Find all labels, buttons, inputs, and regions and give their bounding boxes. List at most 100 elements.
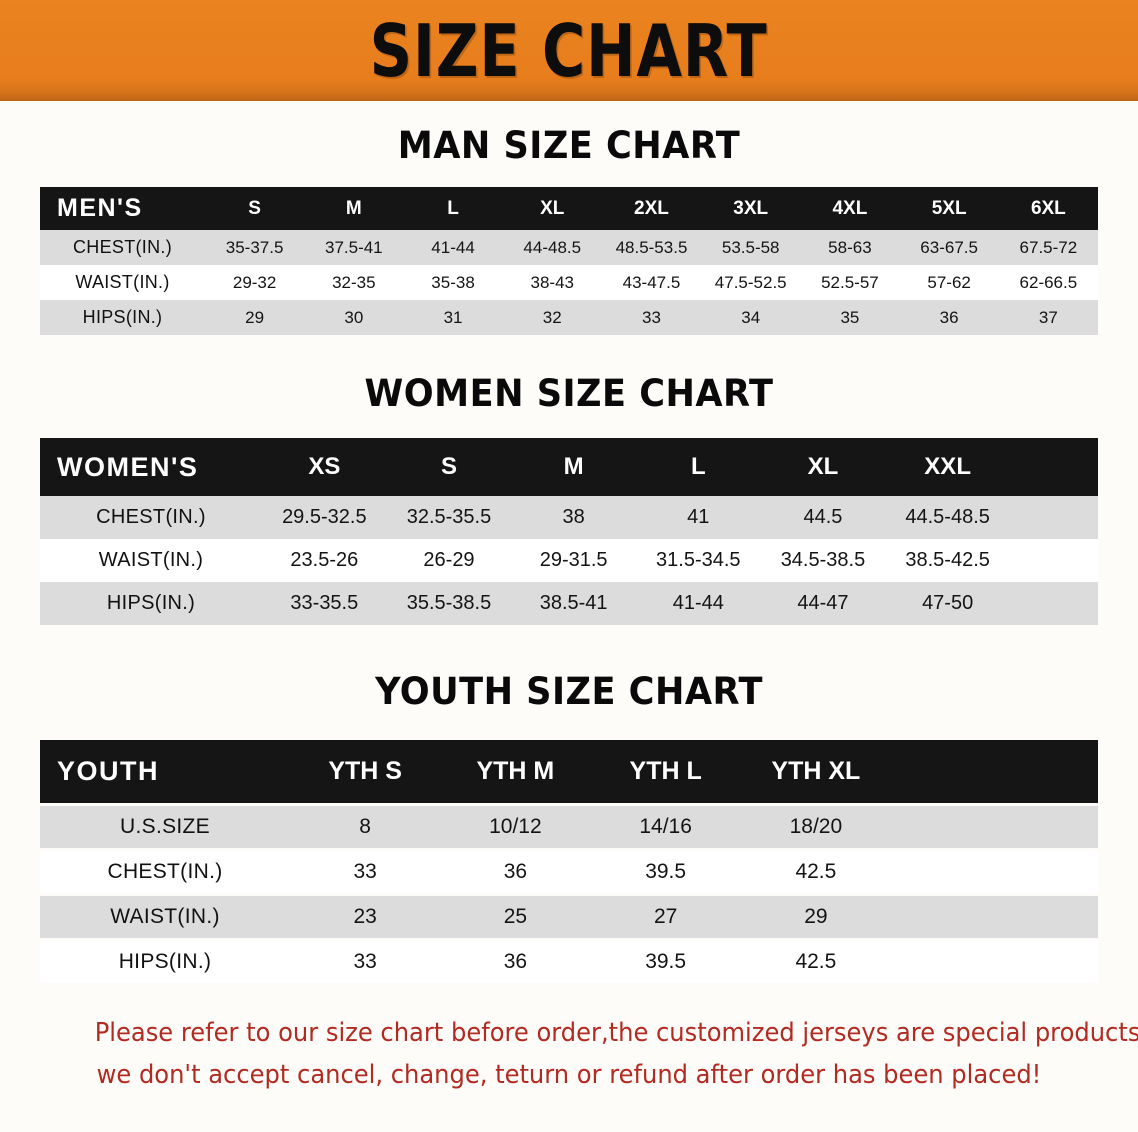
- women-cell: 32.5-35.5: [406, 506, 492, 528]
- table-row: HIPS(IN.) 33-35.5 35.5-38.5 38.5-41 41-4…: [40, 582, 1098, 625]
- man-cell: 29: [245, 307, 265, 327]
- man-col-header: L: [447, 197, 459, 219]
- youth-cell: 18/20: [789, 815, 843, 838]
- man-cell: 34: [741, 307, 761, 327]
- youth-cell: 23: [353, 905, 377, 928]
- women-cell: 38.5-41: [539, 592, 608, 614]
- man-cell: 32-35: [332, 272, 376, 292]
- man-cell: 48.5-53.5: [615, 237, 688, 257]
- women-cell: 31.5-34.5: [656, 549, 741, 571]
- women-size-table: WOMEN'S XS S M L XL XXL CHEST(IN.) 29.5-…: [40, 438, 1098, 625]
- man-cell: 38-43: [530, 272, 574, 292]
- women-cell: 33-35.5: [290, 592, 359, 614]
- man-cell: 36: [939, 307, 959, 327]
- women-row-label: WAIST(IN.): [98, 549, 204, 571]
- youth-cell: 39.5: [645, 860, 687, 883]
- man-corner-label: MEN'S: [57, 194, 143, 222]
- man-table-wrap: MEN'S S M L XL 2XL 3XL 4XL 5XL 6XL CHEST…: [0, 187, 1138, 335]
- women-table-wrap: WOMEN'S XS S M L XL XXL CHEST(IN.) 29.5-…: [0, 438, 1138, 625]
- youth-cell: 39.5: [645, 950, 687, 973]
- youth-cell: 33: [353, 860, 377, 883]
- table-row: CHEST(IN.) 29.5-32.5 32.5-35.5 38 41 44.…: [40, 496, 1098, 539]
- women-cell: 29-31.5: [539, 549, 608, 571]
- man-cell: 47.5-52.5: [714, 272, 787, 292]
- women-col-header: XL: [807, 453, 839, 480]
- women-cell: 44.5-48.5: [905, 506, 990, 528]
- man-col-header: 3XL: [733, 197, 769, 219]
- women-cell: 38: [562, 506, 585, 528]
- youth-size-table: YOUTH YTH S YTH M YTH L YTH XL U.S.SIZE …: [40, 737, 1098, 986]
- youth-cell-pad: [891, 806, 1098, 848]
- women-table-header-row: WOMEN'S XS S M L XL XXL: [40, 438, 1098, 496]
- women-row-label: CHEST(IN.): [96, 506, 206, 528]
- table-row: CHEST(IN.) 35-37.5 37.5-41 41-44 44-48.5…: [40, 230, 1098, 265]
- table-row: WAIST(IN.) 23 25 27 29: [40, 896, 1098, 938]
- youth-section-title: YOUTH SIZE CHART: [375, 670, 763, 713]
- women-cell: 47-50: [922, 592, 974, 614]
- women-cell: 35.5-38.5: [406, 592, 492, 614]
- youth-cell: 36: [503, 950, 528, 973]
- youth-cell: 14/16: [639, 815, 692, 838]
- man-table-header-row: MEN'S S M L XL 2XL 3XL 4XL 5XL 6XL: [40, 187, 1098, 230]
- youth-cell: 8: [359, 815, 371, 838]
- women-cell-pad: [1010, 496, 1098, 539]
- man-cell: 44-48.5: [523, 237, 582, 257]
- youth-cell: 10/12: [489, 815, 542, 838]
- youth-table-wrap: YOUTH YTH S YTH M YTH L YTH XL U.S.SIZE …: [0, 737, 1138, 986]
- man-cell: 63-67.5: [920, 237, 978, 257]
- youth-cell-pad: [891, 851, 1098, 893]
- women-cell-pad: [1010, 539, 1098, 582]
- youth-cell: 25: [503, 905, 528, 928]
- man-row-label: WAIST(IN.): [75, 272, 170, 292]
- youth-cell: 33: [353, 950, 377, 973]
- page-title: SIZE CHART: [370, 8, 768, 93]
- notice-line-2: we don't accept cancel, change, teturn o…: [96, 1060, 1042, 1091]
- women-cell: 34.5-38.5: [780, 549, 866, 571]
- man-cell: 41-44: [431, 237, 475, 257]
- man-col-header: 6XL: [1030, 197, 1066, 219]
- youth-header-pad: [891, 740, 1098, 803]
- women-row-label: HIPS(IN.): [106, 592, 196, 614]
- women-section-title: WOMEN SIZE CHART: [364, 372, 774, 415]
- man-row-label: CHEST(IN.): [73, 237, 172, 257]
- youth-cell-pad: [891, 941, 1098, 983]
- man-cell: 52.5-57: [821, 272, 879, 292]
- order-policy-notice: Please refer to our size chart before or…: [95, 1012, 1138, 1096]
- man-cell: 57-62: [927, 272, 971, 292]
- youth-cell: 42.5: [795, 860, 837, 883]
- youth-col-header: YTH XL: [771, 757, 861, 785]
- page-banner: SIZE CHART: [0, 0, 1138, 101]
- women-header-pad: [1010, 438, 1098, 496]
- man-cell: 35-38: [431, 272, 475, 292]
- youth-cell: 42.5: [795, 950, 837, 973]
- youth-col-header: YTH L: [629, 757, 702, 785]
- women-col-header: M: [563, 453, 584, 480]
- man-cell: 31: [443, 307, 463, 327]
- man-row-label: HIPS(IN.): [82, 307, 163, 327]
- man-col-header: M: [345, 197, 362, 219]
- youth-row-label: CHEST(IN.): [107, 860, 223, 883]
- women-col-header: S: [440, 453, 457, 480]
- man-cell: 37.5-41: [324, 237, 383, 257]
- man-cell: 35: [840, 307, 860, 327]
- youth-cell: 29: [804, 905, 828, 928]
- man-col-header: 4XL: [832, 197, 868, 219]
- table-row: WAIST(IN.) 23.5-26 26-29 29-31.5 31.5-34…: [40, 539, 1098, 582]
- table-row: WAIST(IN.) 29-32 32-35 35-38 38-43 43-47…: [40, 265, 1098, 300]
- man-cell: 35-37.5: [225, 237, 284, 257]
- women-cell: 29.5-32.5: [282, 506, 367, 528]
- women-cell: 38.5-42.5: [905, 549, 990, 571]
- table-row: HIPS(IN.) 29 30 31 32 33 34 35 36 37: [40, 300, 1098, 335]
- women-cell: 44-47: [797, 592, 849, 614]
- youth-cell: 27: [653, 905, 678, 928]
- man-cell: 67.5-72: [1019, 237, 1078, 257]
- man-cell: 53.5-58: [721, 237, 780, 257]
- man-size-table: MEN'S S M L XL 2XL 3XL 4XL 5XL 6XL CHEST…: [40, 187, 1098, 335]
- man-col-header: S: [248, 197, 261, 219]
- man-col-header: 2XL: [634, 197, 669, 219]
- man-cell: 33: [642, 307, 661, 327]
- man-cell: 30: [344, 307, 364, 327]
- man-cell: 43-47.5: [622, 272, 681, 292]
- women-cell: 41: [687, 506, 710, 528]
